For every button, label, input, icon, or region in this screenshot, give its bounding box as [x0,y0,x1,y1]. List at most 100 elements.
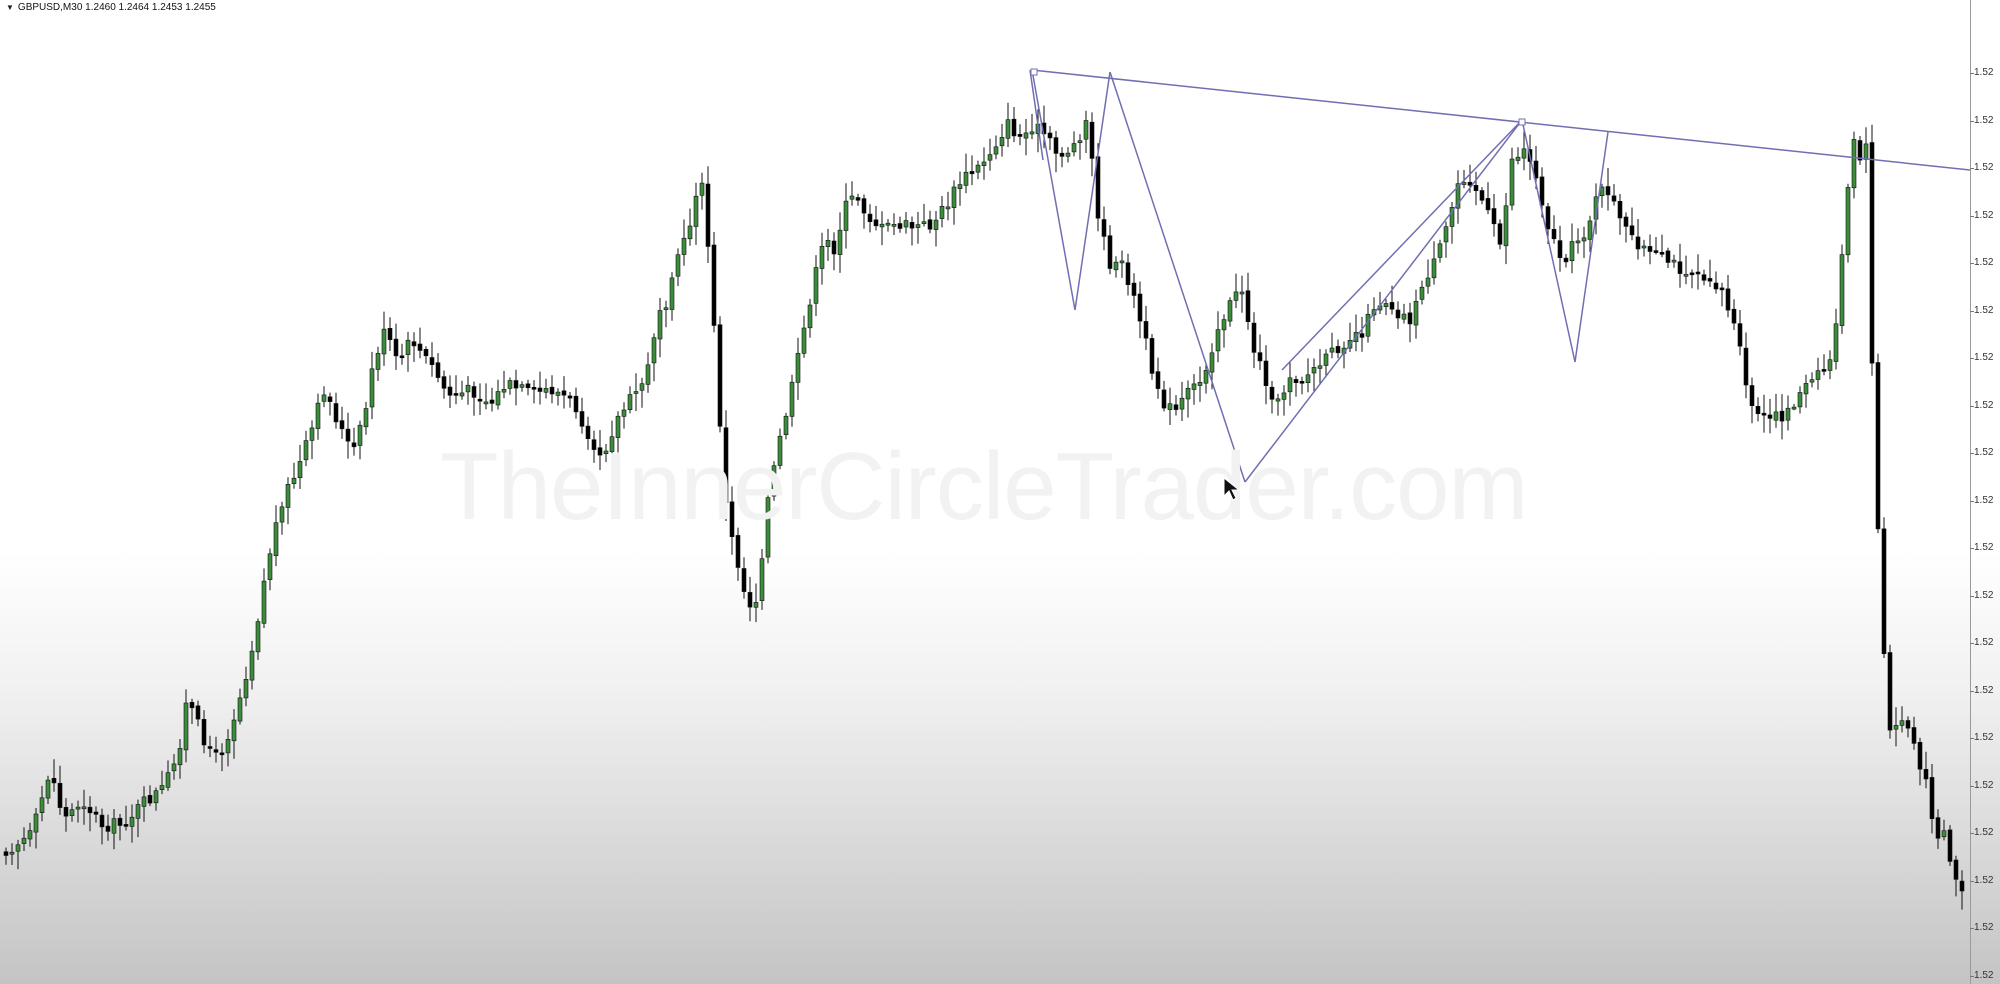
pattern-line[interactable] [1029,69,1044,161]
bullish-candle [1815,370,1821,380]
bearish-candle [345,428,351,442]
bearish-candle [867,213,873,223]
bullish-candle [1275,398,1281,402]
bearish-candle [1293,379,1299,383]
bullish-candle [405,339,411,356]
price-axis-tick [1970,833,1974,834]
price-axis-label: 1.52 [1974,304,1994,316]
bearish-candle [723,427,729,504]
pattern-line[interactable] [1281,119,1523,371]
bearish-candle [339,420,345,430]
bearish-candle [1107,235,1113,269]
price-axis-tick [1970,168,1974,169]
bullish-candle [639,383,645,391]
bullish-candle [27,830,33,840]
bearish-candle [831,240,837,255]
bearish-candle [1635,236,1641,250]
pattern-line[interactable] [1521,119,1576,363]
chart-title-bar[interactable]: ▼ GBPUSD,M30 1.2460 1.2464 1.2453 1.2455 [6,1,216,15]
bearish-candle [1389,302,1395,310]
chart-title: GBPUSD,M30 1.2460 1.2464 1.2453 1.2455 [17,2,216,13]
bullish-candle [309,427,315,441]
bullish-candle [843,200,849,231]
price-axis-label: 1.52 [1974,874,1994,886]
pattern-line[interactable] [1074,71,1111,311]
bearish-candle [1563,257,1569,263]
bullish-candle [1305,374,1311,383]
bullish-candle [1941,830,1947,838]
bearish-candle [1653,250,1659,253]
bullish-candle [135,804,141,819]
bearish-candle [57,782,63,808]
bearish-candle [93,811,99,815]
price-axis-label: 1.52 [1974,447,1994,458]
bullish-candle [1671,259,1677,263]
bearish-candle [969,171,975,175]
trendline-anchor-handle[interactable] [1518,118,1526,126]
bullish-candle [183,702,189,751]
pattern-line[interactable] [1031,69,1076,311]
bearish-candle [453,393,459,396]
bullish-candle [951,186,957,208]
bullish-candle [1683,273,1689,277]
bullish-candle [129,816,135,827]
bearish-candle [549,386,555,395]
bullish-candle [609,436,615,452]
price-axis-tick [1970,548,1974,549]
price-axis-label: 1.52 [1974,637,1994,648]
bullish-candle [141,796,147,807]
bullish-candle [165,772,171,788]
bullish-candle [1311,367,1317,374]
bullish-candle [255,621,261,653]
bullish-candle [777,435,783,466]
bearish-candle [1605,186,1611,196]
bearish-candle [1875,362,1881,530]
bearish-candle [1269,386,1275,400]
bearish-candle [213,749,219,753]
bullish-candle [1581,237,1587,242]
triangle-down-icon[interactable]: ▼ [6,3,14,12]
bullish-candle [1431,258,1437,279]
bullish-candle [1443,226,1449,243]
bullish-candle [369,368,375,408]
bearish-candle [1911,727,1917,744]
bullish-candle [633,391,639,394]
bullish-candle [303,440,309,461]
bullish-candle [225,738,231,754]
bullish-candle [483,401,489,405]
bearish-candle [1869,142,1875,364]
pattern-line[interactable] [1244,119,1523,483]
price-axis[interactable] [1970,0,2000,984]
bearish-candle [1647,246,1653,252]
bullish-candle [645,364,651,385]
price-axis-label: 1.52 [1974,257,1994,268]
pattern-line[interactable] [1109,71,1246,483]
bullish-candle [1317,365,1323,369]
bullish-candle [933,219,939,230]
bullish-candle [1383,303,1389,308]
bearish-candle [1149,338,1155,374]
bearish-candle [909,222,915,229]
trendline-anchor-handle[interactable] [1030,68,1038,76]
bearish-candle [1725,288,1731,311]
bearish-candle [1701,274,1707,281]
bearish-candle [351,442,357,448]
price-axis-tick [1970,595,1974,597]
pattern-line[interactable] [1574,131,1609,363]
trendline-top[interactable] [1031,69,1970,171]
bullish-candle [1023,132,1029,139]
bearish-candle [489,399,495,404]
bullish-candle [681,237,687,255]
bearish-candle [1857,140,1863,161]
bearish-candle [1545,206,1551,230]
bullish-candle [753,602,759,608]
bullish-candle [75,806,81,810]
bullish-candle [375,353,381,370]
bullish-candle [261,580,267,624]
bearish-candle [735,535,741,568]
bullish-candle [1449,207,1455,227]
bearish-candle [189,701,195,709]
bearish-candle [927,219,933,230]
